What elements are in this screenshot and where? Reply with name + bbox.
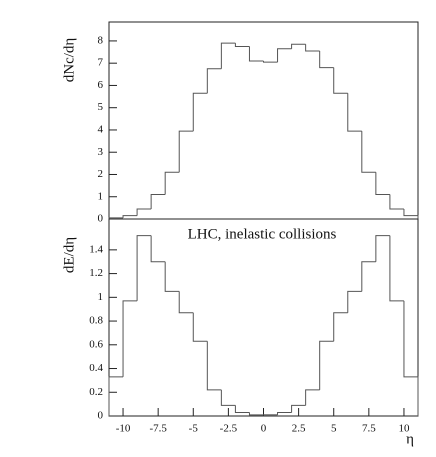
- histogram-bin: [403, 300, 419, 416]
- histogram-bin: [178, 130, 194, 173]
- y-tick-label: 4: [98, 123, 104, 135]
- y-tick-label: 7: [98, 57, 104, 69]
- histogram-bin: [403, 208, 419, 219]
- histogram-bin: [263, 60, 278, 63]
- histogram-bin: [234, 43, 250, 47]
- y-tick-label: 8: [98, 34, 104, 46]
- histogram-bin: [206, 68, 222, 94]
- histogram-bin: [220, 42, 236, 69]
- x-tick-label: -10: [116, 423, 131, 435]
- histogram-bin: [164, 261, 180, 292]
- y-tick-label: 3: [98, 146, 104, 158]
- histogram-bin: [305, 389, 320, 406]
- x-tick-label: -5: [189, 423, 199, 435]
- histogram-bin: [319, 340, 334, 390]
- histogram-bin: [333, 67, 348, 94]
- y-tick-label: 1.4: [89, 243, 103, 255]
- histogram-bin: [220, 389, 236, 406]
- x-tick-label: -2.5: [220, 423, 238, 435]
- histogram-bin: [347, 93, 362, 132]
- plot-frame: [108, 218, 419, 417]
- histogram-bin: [192, 312, 208, 342]
- y-tick-label: 1: [98, 291, 104, 303]
- histogram-bin: [333, 312, 348, 342]
- x-axis-label: η: [406, 431, 414, 447]
- x-tick-label: 2.5: [292, 423, 306, 435]
- y-tick-label: 0.6: [89, 338, 103, 350]
- histogram-bin: [347, 290, 362, 313]
- histogram-bin: [248, 412, 264, 416]
- y-tick-label: 1.2: [89, 267, 103, 279]
- histogram-bin: [178, 291, 194, 314]
- x-tick-label: 5: [331, 423, 337, 435]
- histogram-bin: [122, 300, 138, 377]
- histogram-bin: [291, 43, 306, 49]
- y-tick-label: 1: [98, 190, 104, 202]
- histogram-bin: [389, 194, 404, 210]
- histogram-bin: [375, 235, 390, 262]
- y-tick-label: 0: [98, 410, 104, 422]
- histogram-bin: [108, 376, 124, 416]
- histogram-bin: [164, 171, 180, 195]
- y-axis-label: dNc/dη: [61, 38, 77, 83]
- histogram-bin: [136, 235, 152, 301]
- histogram-bin: [375, 172, 390, 196]
- annotation: LHC, inelastic collisions: [188, 226, 337, 242]
- y-tick-label: 2: [98, 168, 104, 180]
- y-axis-label: dE/dη: [61, 237, 77, 273]
- histogram-bin: [150, 194, 166, 209]
- x-tick-label: 7.5: [362, 423, 376, 435]
- histogram-bin: [206, 341, 222, 391]
- histogram-bin: [192, 92, 208, 132]
- histogram-bin: [122, 215, 138, 218]
- plot-frame: [108, 21, 419, 220]
- histogram-bin: [150, 235, 166, 263]
- histogram-bin: [361, 131, 376, 173]
- histogram-bin: [277, 48, 292, 63]
- histogram-bin: [361, 261, 376, 292]
- y-tick-label: 0.8: [89, 315, 103, 327]
- histogram-bin: [291, 404, 306, 413]
- x-tick-label: 10: [398, 423, 410, 435]
- histogram-bin: [389, 235, 404, 302]
- histogram-bin: [248, 46, 264, 62]
- y-tick-label: 6: [98, 79, 104, 91]
- histogram-bin: [319, 50, 334, 69]
- y-tick-label: 0.4: [89, 362, 103, 374]
- y-tick-label: 5: [98, 101, 104, 113]
- histogram-bin: [305, 44, 320, 52]
- y-tick-label: 0.2: [89, 386, 103, 398]
- histogram-bin: [234, 405, 250, 413]
- x-tick-label: -7.5: [149, 423, 167, 435]
- y-tick-label: 0: [98, 213, 104, 225]
- x-tick-label: 0: [261, 423, 267, 435]
- histogram-bin: [277, 411, 292, 415]
- histogram-bin: [136, 208, 152, 216]
